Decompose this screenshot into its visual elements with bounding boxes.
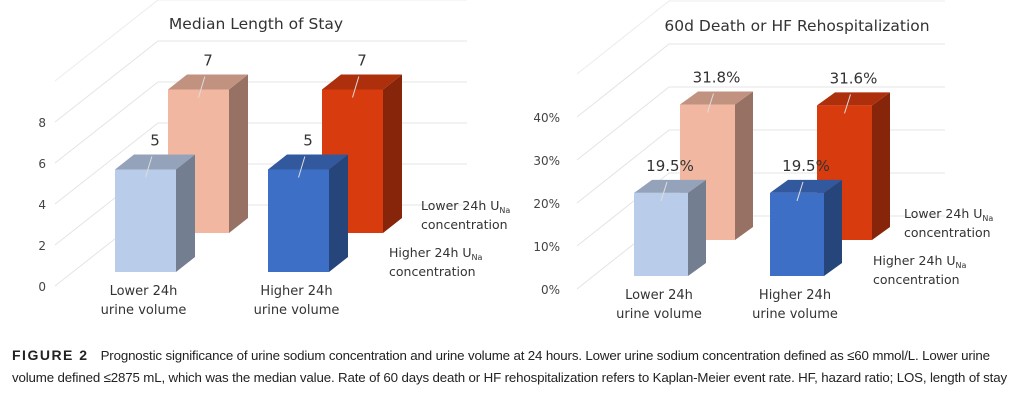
bar-side xyxy=(229,74,248,233)
series-label: Lower 24h UNa xyxy=(421,198,510,215)
data-label: 31.6% xyxy=(830,69,878,87)
chart-title: 60d Death or HF Rehospitalization xyxy=(664,17,929,35)
bar-top xyxy=(168,74,248,90)
bar-side xyxy=(735,91,753,240)
figure-caption: FIGURE 2 Prognostic significance of urine… xyxy=(12,344,1020,389)
series-label: concentration xyxy=(904,225,991,240)
bar-top xyxy=(770,179,842,193)
category-label: Lower 24h xyxy=(110,284,178,299)
y-tick-label: 2 xyxy=(38,239,46,253)
gridline xyxy=(576,86,945,161)
chart-2: 60d Death or HF Rehospitalization 0% 10% 20… xyxy=(533,0,993,322)
data-label: 7 xyxy=(203,52,213,70)
leader-line xyxy=(796,181,804,202)
caption-label: FIGURE 2 xyxy=(12,347,89,363)
bar-top xyxy=(634,179,706,193)
leader-line xyxy=(298,156,306,178)
series-label: Higher 24h UNa xyxy=(389,245,482,262)
leader-line xyxy=(198,76,206,98)
bar xyxy=(115,154,195,272)
series-label: concentration xyxy=(389,264,476,279)
leader-line xyxy=(352,76,360,98)
bar xyxy=(634,179,706,276)
bar-side xyxy=(872,92,890,240)
bar-top xyxy=(268,154,348,170)
gridline xyxy=(576,43,945,118)
bar-side xyxy=(383,74,402,233)
category-label: Higher 24h xyxy=(260,284,332,299)
bar-side xyxy=(176,154,195,272)
leader-line xyxy=(660,181,668,202)
category-label: urine volume xyxy=(752,307,838,322)
y-tick-label: 6 xyxy=(38,157,46,171)
category-label: Lower 24h xyxy=(625,288,693,303)
bar-top xyxy=(680,91,753,105)
leader-line xyxy=(707,93,714,113)
figure-charts: Median Length of Stay 0 2 4 6 8 7 7 5 5 Lower 24h u… xyxy=(38,0,993,322)
series-label: Lower 24h UNa xyxy=(904,206,993,223)
bar-top xyxy=(817,92,890,106)
y-tick-label: 20% xyxy=(533,197,560,211)
data-label: 7 xyxy=(357,52,367,70)
bar-side xyxy=(329,154,348,272)
category-label: urine volume xyxy=(254,303,340,318)
category-label: urine volume xyxy=(101,303,187,318)
y-tick-label: 4 xyxy=(38,198,46,212)
y-tick-label: 0 xyxy=(38,280,46,294)
data-label: 5 xyxy=(150,132,160,150)
gridline xyxy=(54,0,467,82)
y-tick-label: 10% xyxy=(533,240,560,254)
series-label: Higher 24h UNa xyxy=(873,253,966,270)
caption-text: Prognostic significance of urine sodium … xyxy=(12,348,1007,385)
chart-title: Median Length of Stay xyxy=(169,15,343,33)
bar-top xyxy=(322,74,402,90)
leader-line xyxy=(145,156,153,178)
bar-front xyxy=(770,192,824,276)
series-label: concentration xyxy=(873,272,960,287)
bar xyxy=(770,179,842,276)
bar-front xyxy=(634,192,688,276)
y-tick-label: 0% xyxy=(541,283,560,297)
category-label: urine volume xyxy=(616,307,702,322)
leader-line xyxy=(844,94,851,114)
series-label: concentration xyxy=(421,217,508,232)
category-label: Higher 24h xyxy=(759,288,831,303)
y-tick-label: 8 xyxy=(38,116,46,130)
bar xyxy=(817,92,890,240)
bar-front xyxy=(115,169,176,272)
y-tick-label: 40% xyxy=(533,111,560,125)
bar xyxy=(268,154,348,272)
data-label: 31.8% xyxy=(693,69,741,87)
bar-side xyxy=(688,179,706,276)
gridline xyxy=(576,0,945,75)
chart-1: Median Length of Stay 0 2 4 6 8 7 7 5 5 Lower 24h u… xyxy=(38,0,510,318)
data-label: 19.5% xyxy=(646,157,694,175)
y-tick-label: 30% xyxy=(533,154,560,168)
data-label: 19.5% xyxy=(782,157,830,175)
data-label: 5 xyxy=(303,132,313,150)
bar-front xyxy=(268,169,329,272)
bar-top xyxy=(115,154,195,170)
gridline xyxy=(54,40,467,123)
bar-side xyxy=(824,179,842,276)
